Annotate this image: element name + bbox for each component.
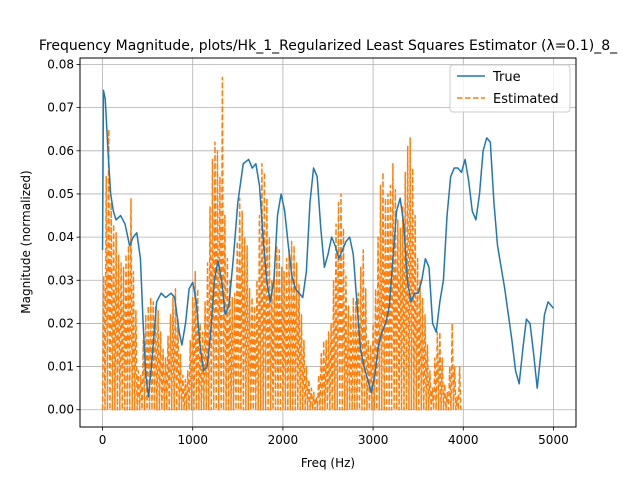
chart-title: Frequency Magnitude, plots/Hk_1_Regulari…: [39, 38, 618, 54]
y-tick-label: 0.05: [47, 187, 74, 201]
y-tick-label: 0.00: [47, 403, 74, 417]
x-tick-label: 0: [99, 433, 107, 447]
y-tick-label: 0.01: [47, 360, 74, 374]
y-tick-label: 0.08: [47, 57, 74, 71]
series-layer: [101, 76, 555, 411]
ticks: 0 1000 2000 3000 4000 5000 0.00 0.01 0.02 0.03 0.0…: [47, 57, 568, 447]
series-line-estimated: [101, 76, 462, 411]
y-tick-label: 0.04: [47, 230, 74, 244]
y-tick-label: 0.02: [47, 316, 74, 330]
x-tick-label: 5000: [538, 433, 569, 447]
y-tick-label: 0.03: [47, 273, 74, 287]
x-axis-label: Freq (Hz): [301, 456, 355, 470]
legend: True Estimated: [449, 64, 571, 113]
y-axis-label: Magnitude (normalized): [19, 170, 33, 313]
y-tick-label: 0.06: [47, 144, 74, 158]
plot-frame: [79, 57, 577, 428]
x-tick-label: 3000: [358, 433, 389, 447]
legend-label-estimated: Estimated: [493, 92, 559, 107]
x-tick-label: 2000: [268, 433, 299, 447]
x-tick-label: 1000: [177, 433, 208, 447]
legend-label-true: True: [492, 70, 521, 85]
y-tick-label: 0.07: [47, 101, 74, 115]
x-tick-label: 4000: [448, 433, 479, 447]
series-line-true: [101, 89, 555, 398]
